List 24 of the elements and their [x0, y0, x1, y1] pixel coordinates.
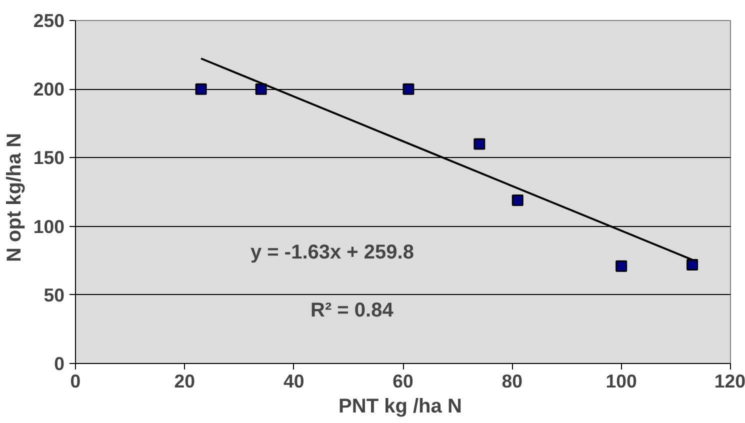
y-tick-label: 100 [33, 216, 65, 237]
y-axis-title: N opt kg/ha N [3, 133, 26, 262]
x-tick-label: 120 [714, 370, 745, 392]
annotation: R² = 0.84 [310, 300, 394, 322]
x-tick-label: 80 [502, 370, 523, 392]
y-tick-label: 150 [33, 147, 65, 168]
point [474, 138, 486, 150]
point [195, 83, 207, 95]
y-tick-label: 250 [33, 10, 65, 31]
y-tick-label: 0 [54, 353, 65, 374]
point [686, 258, 698, 270]
annotation: y = -1.63x + 259.8 [250, 242, 414, 264]
point [512, 194, 524, 206]
x-tick-label: 40 [283, 370, 304, 392]
point [402, 83, 414, 95]
x-tick-label: 20 [174, 370, 196, 392]
y-tick-label: 200 [33, 78, 65, 100]
x-axis-title: PNT kg /ha N [338, 396, 462, 418]
x-tick-label: 100 [606, 370, 637, 392]
x-tick-label: 0 [70, 370, 81, 392]
point [616, 260, 628, 272]
x-tick-label: 60 [392, 370, 414, 392]
y-tick-label: 50 [44, 284, 65, 306]
point [255, 83, 267, 95]
